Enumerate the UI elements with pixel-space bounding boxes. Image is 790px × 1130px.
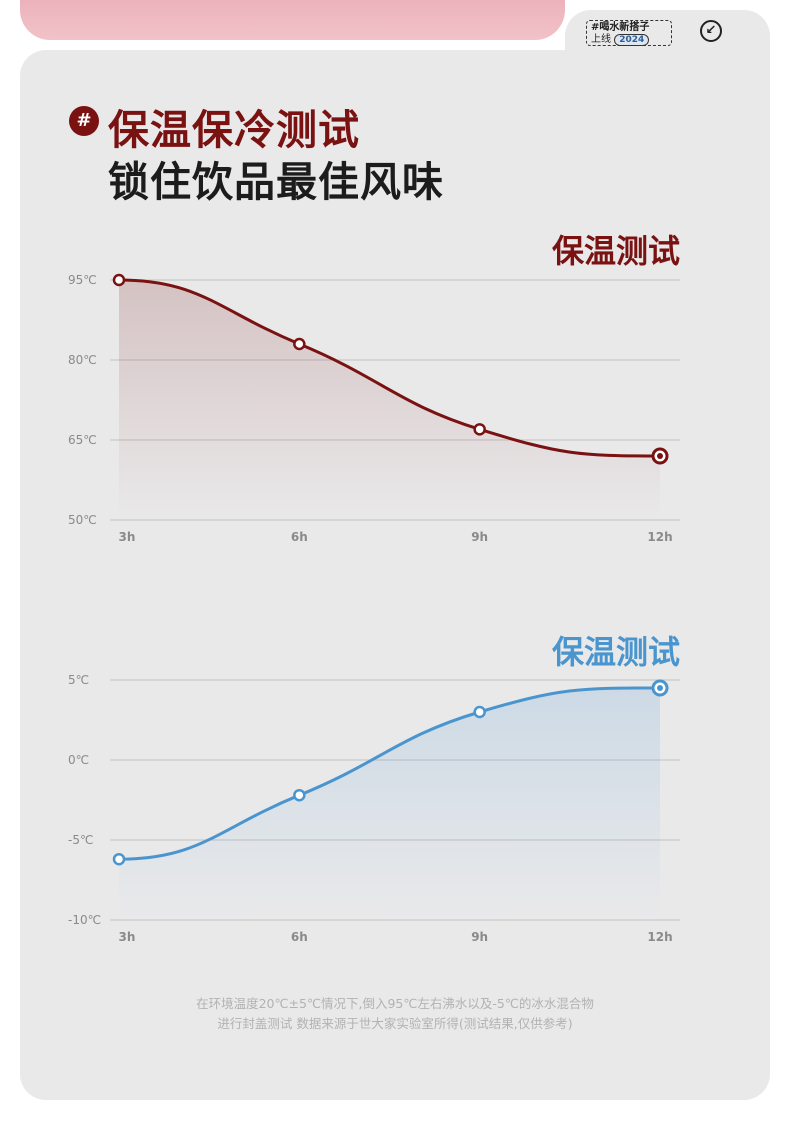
data-point	[473, 705, 486, 719]
data-point	[112, 273, 126, 287]
y-tick-label: 80℃	[68, 353, 97, 367]
series-area	[119, 280, 660, 520]
x-tick-label: 6h	[291, 930, 308, 944]
x-tick-label: 3h	[119, 930, 136, 944]
badge-line1: #喝水新搭子	[591, 22, 650, 33]
launch-badge: #喝水新搭子 上线 2024	[586, 20, 672, 46]
y-tick-label: 0℃	[68, 753, 89, 767]
arrow-down-left-icon[interactable]: ↙	[700, 20, 722, 42]
product-photo-strip	[20, 0, 565, 40]
data-point	[293, 337, 306, 351]
data-point-center	[657, 453, 663, 459]
y-tick-label: 95℃	[68, 273, 97, 287]
y-tick-label: -5℃	[68, 833, 93, 847]
x-tick-label: 3h	[119, 530, 136, 544]
y-tick-label: 50℃	[68, 513, 97, 527]
x-tick-label: 9h	[471, 530, 488, 544]
content-card	[20, 50, 770, 1100]
headline-line1: 保温保冷测试	[108, 106, 360, 154]
hot-chart-title: 保温测试	[551, 232, 680, 270]
x-tick-label: 6h	[291, 530, 308, 544]
hot-retention-chart: 95℃ 80℃ 65℃ 50℃ 3h 6h 9h 12h	[68, 273, 680, 544]
series-line	[118, 686, 661, 861]
hash-icon: #	[69, 106, 99, 136]
series-area	[119, 688, 660, 920]
data-point	[112, 852, 126, 866]
badge-line2: 上线	[591, 34, 611, 45]
series-line	[118, 278, 661, 458]
y-tick-label: 65℃	[68, 433, 97, 447]
data-point	[473, 423, 486, 436]
x-tick-label: 12h	[647, 930, 672, 944]
y-tick-label: -10℃	[68, 913, 101, 927]
footnote-line2: 进行封盖测试 数据来源于世大家实验室所得(测试结果,仅供参考)	[217, 1016, 573, 1031]
cold-retention-chart: 5℃ 0℃ -5℃ -10℃ 3h 6h 9h 12h	[68, 673, 680, 944]
cold-chart-title: 保温测试	[551, 633, 680, 671]
x-tick-label: 9h	[471, 930, 488, 944]
footnote-line1: 在环境温度20℃±5℃情况下,倒入95℃左右沸水以及-5℃的冰水混合物	[196, 996, 594, 1011]
data-point	[293, 788, 306, 802]
y-tick-label: 5℃	[68, 673, 89, 687]
data-point-center	[657, 685, 663, 691]
x-tick-label: 12h	[647, 530, 672, 544]
headline-line2: 锁住饮品最佳风味	[108, 158, 444, 206]
badge-year: 2024	[614, 34, 650, 46]
